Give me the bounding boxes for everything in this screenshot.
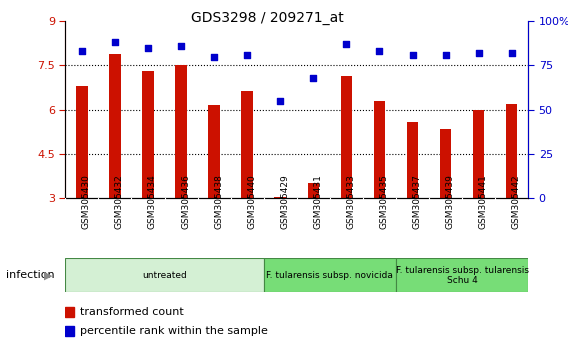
Bar (76, 86, 87, 198)
Text: GSM305429: GSM305429 (280, 174, 289, 229)
Text: GSM305434: GSM305434 (148, 174, 157, 229)
Bar (440, 129, 452, 198)
Bar (307, 183, 319, 198)
FancyBboxPatch shape (396, 258, 528, 292)
Text: infection: infection (6, 270, 55, 280)
Bar (341, 76, 352, 198)
Bar (241, 91, 253, 198)
Bar (407, 121, 418, 198)
Bar (374, 101, 385, 198)
Point (441, 52, 450, 58)
Text: percentile rank within the sample: percentile rank within the sample (80, 326, 268, 336)
Bar (176, 65, 187, 198)
Point (507, 50, 516, 56)
FancyBboxPatch shape (65, 258, 264, 292)
Bar (274, 197, 286, 198)
Text: ▶: ▶ (44, 270, 52, 280)
Point (177, 43, 186, 49)
Point (110, 40, 119, 45)
Bar (473, 110, 485, 198)
Point (275, 98, 285, 104)
Text: GSM305442: GSM305442 (512, 174, 521, 229)
Text: F. tularensis subsp. tularensis
Schu 4: F. tularensis subsp. tularensis Schu 4 (395, 266, 529, 285)
Bar (142, 72, 154, 198)
Point (77, 48, 86, 54)
Text: F. tularensis subsp. novicida: F. tularensis subsp. novicida (266, 271, 393, 280)
Text: transformed count: transformed count (80, 307, 183, 317)
Text: GSM305438: GSM305438 (214, 174, 223, 229)
Text: GSM305430: GSM305430 (82, 174, 91, 229)
Text: GSM305440: GSM305440 (247, 174, 256, 229)
Point (210, 54, 219, 59)
Point (144, 45, 153, 51)
Text: GSM305436: GSM305436 (181, 174, 190, 229)
Bar (109, 54, 121, 198)
Text: GDS3298 / 209271_at: GDS3298 / 209271_at (191, 11, 343, 25)
Bar (208, 105, 220, 198)
Bar (65, 326, 74, 336)
Text: GSM305439: GSM305439 (445, 174, 454, 229)
Point (474, 50, 483, 56)
Point (408, 52, 417, 58)
Text: untreated: untreated (142, 271, 187, 280)
FancyBboxPatch shape (264, 258, 396, 292)
Text: GSM305432: GSM305432 (115, 174, 124, 229)
Point (243, 52, 252, 58)
Bar (65, 307, 74, 317)
Point (309, 75, 318, 81)
Bar (506, 104, 517, 198)
Text: GSM305431: GSM305431 (314, 174, 322, 229)
Text: GSM305433: GSM305433 (346, 174, 356, 229)
Point (342, 41, 351, 47)
Point (375, 48, 384, 54)
Text: GSM305441: GSM305441 (479, 174, 488, 229)
Text: GSM305437: GSM305437 (412, 174, 421, 229)
Text: GSM305435: GSM305435 (379, 174, 389, 229)
